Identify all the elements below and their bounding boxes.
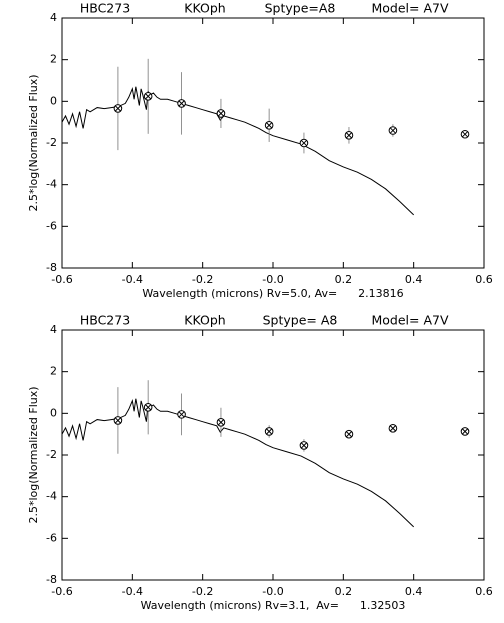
marker-cross — [461, 428, 469, 435]
marker-cross — [217, 110, 225, 117]
x-tick-label: 0.4 — [405, 273, 423, 286]
panel: HBC273 KKOph Sptype= A8 Model= A7V Wavelengt… — [27, 313, 493, 613]
photometry-point — [388, 424, 398, 433]
panel-title: Model= A7V — [371, 313, 448, 328]
photometry-point — [299, 138, 309, 148]
photometry-point — [344, 429, 354, 439]
marker-cross — [114, 105, 121, 112]
marker-cross — [389, 425, 396, 432]
y-tick-label: -8 — [46, 261, 57, 274]
marker-cross — [345, 132, 353, 139]
photometry-point — [264, 427, 274, 436]
x-tick-label: -0.4 — [122, 273, 143, 286]
photometry-point — [216, 109, 226, 118]
marker-cross — [300, 139, 308, 147]
plot-frame — [61, 329, 485, 581]
marker-cross — [389, 127, 396, 134]
marker-cross — [145, 404, 152, 411]
marker-cross — [145, 93, 152, 100]
marker-cross — [266, 428, 273, 435]
x-tick-label: 0.4 — [405, 585, 423, 598]
y-tick-label: -2 — [46, 136, 57, 149]
photometry-point — [143, 402, 153, 412]
y-tick-label: 4 — [50, 323, 57, 336]
panel-title: HBC273 — [80, 1, 130, 16]
y-tick-label: -6 — [46, 219, 57, 232]
x-axis-label: Wavelength (microns) Rv=3.1, Av= 1.32503 — [141, 599, 406, 612]
x-tick-label: 0.2 — [335, 273, 353, 286]
photometry-point — [460, 129, 470, 139]
photometry-point — [177, 99, 186, 108]
x-tick-label: -0.2 — [192, 273, 213, 286]
y-tick-label: -8 — [46, 573, 57, 586]
panel-title: KKOph — [184, 1, 225, 16]
x-tick-label: 0.6 — [475, 273, 493, 286]
photometry-point — [143, 92, 153, 101]
y-tick-label: 0 — [50, 406, 57, 419]
photometry-point — [113, 104, 123, 113]
photometry-point — [299, 441, 309, 450]
marker-cross — [178, 411, 185, 418]
photometry-point — [113, 416, 123, 425]
photometry-point — [216, 417, 226, 427]
photometry-point — [344, 130, 354, 140]
y-tick-label: 2 — [50, 53, 57, 66]
marker-cross — [114, 417, 121, 424]
y-tick-label: -4 — [46, 178, 57, 191]
photometry-point — [264, 120, 274, 130]
panel-title: HBC273 — [80, 313, 130, 328]
photometry-point — [388, 126, 398, 135]
y-tick-label: -6 — [46, 531, 57, 544]
x-tick-label: -0.6 — [51, 273, 72, 286]
marker-cross — [266, 122, 273, 129]
y-axis-label: 2.5*log(Normalized Flux) — [27, 74, 40, 211]
model-spectrum — [61, 398, 415, 528]
x-tick-label: 0.6 — [475, 585, 493, 598]
panel-title: Model= A7V — [371, 1, 448, 16]
panel-title: Sptype=A8 — [265, 1, 336, 16]
x-tick-label: -0.2 — [192, 585, 213, 598]
plot-frame — [61, 17, 485, 269]
y-tick-label: -4 — [46, 490, 57, 503]
y-tick-label: -2 — [46, 448, 57, 461]
photometry-point — [177, 410, 186, 419]
marker-cross — [217, 419, 225, 426]
panel-title: KKOph — [184, 313, 225, 328]
x-axis-label: Wavelength (microns) Rv=5.0, Av= 2.13816 — [142, 287, 403, 300]
x-tick-label: -0.0 — [262, 585, 283, 598]
model-spectrum — [61, 86, 415, 216]
marker-cross — [300, 442, 308, 449]
x-tick-label: 0.2 — [335, 585, 353, 598]
marker-cross — [178, 100, 185, 107]
y-axis-label: 2.5*log(Normalized Flux) — [27, 386, 40, 523]
panel: HBC273 KKOph Sptype=A8 Model= A7V Wavelength… — [27, 1, 493, 301]
photometry-point — [460, 427, 470, 436]
y-tick-label: 0 — [50, 94, 57, 107]
y-tick-label: 2 — [50, 365, 57, 378]
panel-title: Sptype= A8 — [263, 313, 338, 328]
x-tick-label: -0.4 — [122, 585, 143, 598]
marker-cross — [345, 431, 353, 438]
y-tick-label: 4 — [50, 11, 57, 24]
x-tick-label: -0.6 — [51, 585, 72, 598]
x-tick-label: -0.0 — [262, 273, 283, 286]
marker-cross — [461, 131, 469, 138]
